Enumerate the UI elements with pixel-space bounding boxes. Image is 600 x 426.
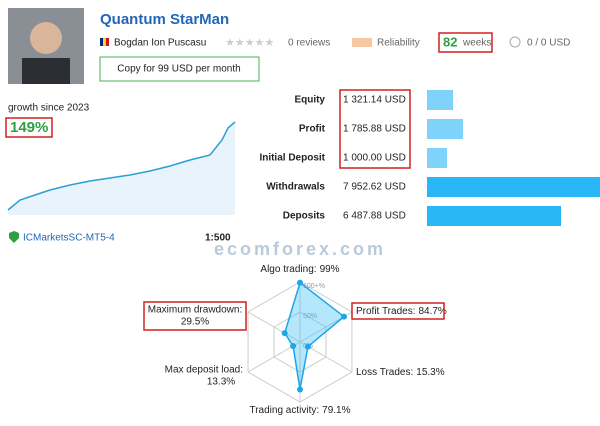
highlight-box <box>351 302 445 320</box>
stat-value: 6 487.88 USD <box>343 211 406 222</box>
watermark: ecomforex.com <box>214 239 386 259</box>
reviews[interactable]: 0 reviews <box>288 38 330 49</box>
radar-value: 99% <box>320 264 340 275</box>
stars: ★★★★★ <box>225 37 274 49</box>
stat-bar <box>427 148 447 168</box>
stat-bar <box>427 90 453 110</box>
reliability: Reliability <box>377 38 420 49</box>
radar-value: 13.3% <box>207 377 235 388</box>
weeks-value: 82 <box>443 34 457 49</box>
title[interactable]: Quantum StarMan <box>100 11 229 28</box>
radar-label: Max deposit load: <box>165 365 243 376</box>
flag <box>100 38 103 46</box>
stat-value: 1 785.88 USD <box>343 124 406 135</box>
stat-value: 7 952.62 USD <box>343 182 406 193</box>
avatar-body <box>22 58 70 84</box>
flag <box>106 38 109 46</box>
radar-scale-label: 100+% <box>303 283 325 290</box>
stat-label: Withdrawals <box>266 182 325 193</box>
highlight-box <box>438 32 493 53</box>
leverage: 1:500 <box>205 233 231 244</box>
radar-label-name: Profit Trades: <box>356 306 415 317</box>
growth-area <box>8 122 235 215</box>
radar-area <box>283 281 346 390</box>
radar-point <box>297 386 303 393</box>
verified-icon <box>9 231 19 243</box>
author[interactable]: Bogdan Ion Puscasu <box>114 38 206 49</box>
radar-label-name: Algo trading: <box>260 264 316 275</box>
subscribers-icon <box>509 36 521 48</box>
stat-bar <box>427 206 561 226</box>
subscribers: 0 / 0 USD <box>527 38 570 49</box>
radar-label: Maximum drawdown: <box>148 305 242 316</box>
stat-label: Equity <box>294 95 325 106</box>
weeks-label: weeks <box>462 38 491 49</box>
radar-label-name: Trading activity: <box>249 405 319 416</box>
radar-value: 84.7% <box>418 306 446 317</box>
stat-label: Initial Deposit <box>259 153 325 164</box>
highlight-box <box>143 301 247 331</box>
radar-label-name: Loss Trades: <box>356 367 413 378</box>
reliability-icon <box>352 38 372 47</box>
radar-point <box>297 279 303 286</box>
stat-bar <box>427 119 463 139</box>
stat-value: 1 321.14 USD <box>343 95 406 106</box>
radar-label: Algo trading: 99% <box>260 264 339 275</box>
stat-value: 1 000.00 USD <box>343 153 406 164</box>
avatar-face <box>30 22 62 54</box>
flag <box>103 38 106 46</box>
radar-label: Profit Trades: 84.7% <box>356 306 447 317</box>
radar-value: 29.5% <box>181 317 209 328</box>
stat-label: Profit <box>299 124 326 135</box>
radar-label: Trading activity: 79.1% <box>249 405 350 416</box>
radar-point <box>290 342 297 349</box>
highlight-box <box>5 117 53 138</box>
radar-value: 79.1% <box>322 405 350 416</box>
radar-point <box>304 343 311 350</box>
radar-axis <box>247 311 301 343</box>
radar-value: 15.3% <box>416 367 444 378</box>
copy-button-label[interactable]: Copy for 99 USD per month <box>117 64 240 75</box>
stat-label: Deposits <box>283 211 326 222</box>
broker[interactable]: ICMarketsSC-MT5-4 <box>23 233 115 244</box>
copy-button[interactable] <box>99 56 260 82</box>
growth-label: growth since 2023 <box>8 103 90 114</box>
radar-scale-label: 50% <box>303 313 317 320</box>
stat-bar <box>427 177 600 197</box>
growth-line <box>7 121 236 211</box>
growth-value: 149% <box>10 119 48 136</box>
radar-point <box>281 330 288 337</box>
radar-point <box>341 313 348 320</box>
highlight-box <box>339 89 411 169</box>
radar-label: Loss Trades: 15.3% <box>356 367 445 378</box>
